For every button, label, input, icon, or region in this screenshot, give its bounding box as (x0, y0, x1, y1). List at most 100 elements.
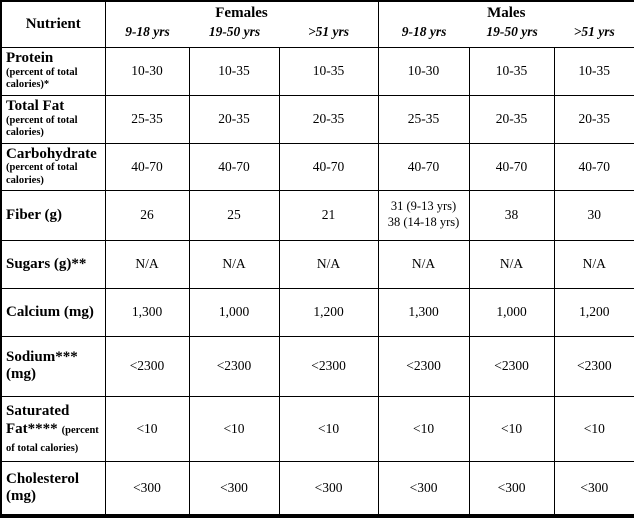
value-cell: 40-70 (377, 142, 470, 191)
nutrient-name: Cholesterol (6, 470, 80, 487)
value-cell: <300 (553, 460, 634, 517)
group-header-males: Males 9-18 yrs 19-50 yrs >51 yrs (377, 0, 634, 48)
value-cell: 21 (278, 189, 379, 241)
value-cell: <2300 (278, 335, 379, 397)
value-cell: <300 (278, 460, 379, 517)
age-column-header-females-19-50: 19-50 yrs (208, 24, 261, 40)
value-cell: N/A (104, 239, 190, 289)
nutrient-note: (percent of total calories)* (6, 66, 78, 91)
table-row-protein: Protein (percent of total calories)* 10-… (0, 46, 634, 96)
value-cell: <10 (377, 395, 470, 462)
table-row-total-fat: Total Fat (percent of total calories) 25… (0, 94, 634, 144)
nutrient-label-cell: Calcium (mg) (0, 287, 106, 337)
value-cell: 25-35 (104, 94, 190, 144)
value-cell: <2300 (188, 335, 280, 397)
nutrient-column-header: Nutrient (0, 0, 106, 48)
value-cell: <2300 (377, 335, 470, 397)
value-cell: <300 (104, 460, 190, 517)
value-cell: N/A (188, 239, 280, 289)
nutrient-label-cell: Sugars (g)** (0, 239, 106, 289)
nutrient-note: (percent of total calories) (6, 162, 78, 186)
age-column-header-females-9-18: 9-18 yrs (125, 24, 170, 40)
value-cell: 40-70 (188, 142, 280, 191)
value-cell: 25-35 (377, 94, 470, 144)
value-cell: 38 (468, 189, 555, 241)
table-row-carbohydrate: Carbohydrate (percent of total calories)… (0, 142, 634, 191)
nutrient-label-cell: Cholesterol (mg) (0, 460, 106, 517)
value-cell: 1,000 (188, 287, 280, 337)
table-row-saturated-fat: Saturated Fat**** (percent of total calo… (0, 395, 634, 462)
table-row-sodium: Sodium*** (mg) <2300 <2300 <2300 <2300 <… (0, 335, 634, 397)
value-cell: 1,300 (104, 287, 190, 337)
value-cell: <2300 (553, 335, 634, 397)
nutrient-name: Sugars (g)** (6, 255, 87, 272)
nutrient-name: Protein (6, 50, 54, 66)
value-cell: N/A (553, 239, 634, 289)
table-row-cholesterol: Cholesterol (mg) <300 <300 <300 <300 <30… (0, 460, 634, 517)
nutrient-name: Fiber (g) (6, 206, 62, 223)
nutrient-label-cell: Fiber (g) (0, 189, 106, 241)
value-cell: <300 (377, 460, 470, 517)
age-column-header-males-19-50: 19-50 yrs (486, 24, 538, 40)
value-cell: 26 (104, 189, 190, 241)
value-cell: 1,000 (468, 287, 555, 337)
nutrient-name: Calcium (mg) (6, 303, 94, 320)
value-cell: 31 (9-13 yrs) 38 (14-18 yrs) (377, 189, 470, 241)
nutrient-name: Sodium*** (6, 349, 78, 366)
table-header: Nutrient Females 9-18 yrs 19-50 yrs >51 … (0, 0, 634, 48)
value-cell: 20-35 (553, 94, 634, 144)
value-cell: 20-35 (278, 94, 379, 144)
value-cell: 40-70 (104, 142, 190, 191)
nutrient-label-cell: Total Fat (percent of total calories) (0, 94, 106, 144)
value-cell: <10 (104, 395, 190, 462)
value-cell: <2300 (468, 335, 555, 397)
value-cell: 1,200 (278, 287, 379, 337)
value-cell: 20-35 (468, 94, 555, 144)
value-cell: N/A (468, 239, 555, 289)
header-row: Nutrient Females 9-18 yrs 19-50 yrs >51 … (0, 0, 634, 48)
value-cell: 10-35 (278, 46, 379, 96)
value-cell: 10-35 (553, 46, 634, 96)
age-column-header-males-9-18: 9-18 yrs (401, 24, 447, 40)
value-cell: 25 (188, 189, 280, 241)
value-cell: <300 (188, 460, 280, 517)
value-cell: <10 (468, 395, 555, 462)
table-row-calcium: Calcium (mg) 1,300 1,000 1,200 1,300 1,0… (0, 287, 634, 337)
value-cell: 40-70 (278, 142, 379, 191)
nutrient-label-cell: Saturated Fat**** (percent of total calo… (0, 395, 106, 462)
age-column-header-males-51plus: >51 yrs (573, 24, 615, 40)
nutrient-note: (percent of total calories) (6, 424, 99, 454)
value-cell: 10-30 (104, 46, 190, 96)
nutrient-note: (percent of total calories) (6, 114, 78, 139)
value-cell: <300 (468, 460, 555, 517)
value-cell: 40-70 (468, 142, 555, 191)
males-age-row: 9-18 yrs 19-50 yrs >51 yrs (379, 24, 634, 40)
nutrient-unit: (mg) (6, 487, 36, 504)
females-group-title: Females (215, 5, 268, 21)
table-body: Protein (percent of total calories)* 10-… (0, 46, 634, 517)
nutrient-label-cell: Sodium*** (mg) (0, 335, 106, 397)
value-cell: N/A (278, 239, 379, 289)
value-cell: 10-35 (468, 46, 555, 96)
value-cell: N/A (377, 239, 470, 289)
group-header-females: Females 9-18 yrs 19-50 yrs >51 yrs (104, 0, 379, 48)
nutrient-label-cell: Carbohydrate (percent of total calories) (0, 142, 106, 191)
value-cell: 10-30 (377, 46, 470, 96)
table-row-fiber: Fiber (g) 26 25 21 31 (9-13 yrs) 38 (14-… (0, 189, 634, 241)
nutrient-unit: (mg) (6, 366, 36, 382)
value-cell: 1,300 (377, 287, 470, 337)
value-cell: 20-35 (188, 94, 280, 144)
females-age-row: 9-18 yrs 19-50 yrs >51 yrs (106, 24, 377, 40)
nutrient-name: Carbohydrate (6, 145, 97, 162)
value-cell: 30 (553, 189, 634, 241)
value-cell: <10 (278, 395, 379, 462)
table-row-sugars: Sugars (g)** N/A N/A N/A N/A N/A N/A (0, 239, 634, 289)
nutrient-name: Saturated Fat**** (6, 402, 70, 437)
value-cell: <10 (188, 395, 280, 462)
males-group-title: Males (487, 5, 526, 21)
age-column-header-females-51plus: >51 yrs (307, 24, 350, 40)
value-cell: <10 (553, 395, 634, 462)
value-cell: 40-70 (553, 142, 634, 191)
